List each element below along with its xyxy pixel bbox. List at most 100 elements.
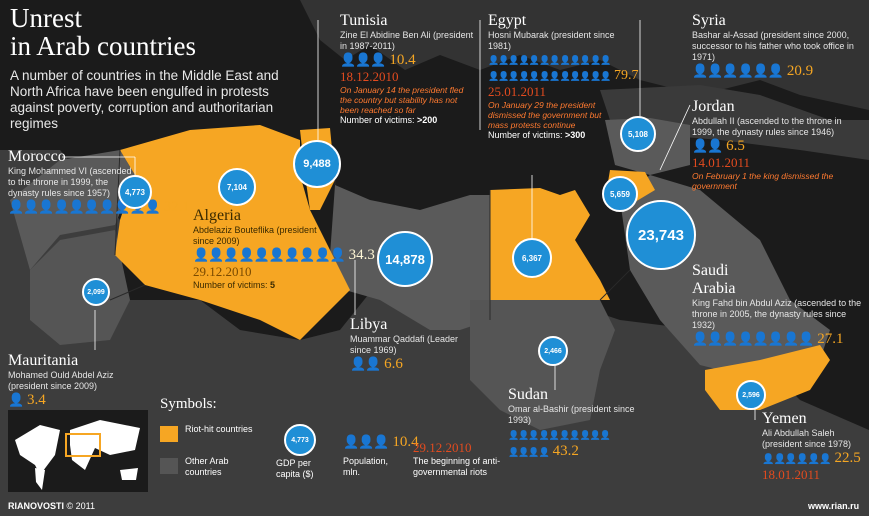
person-icon: 👤👤👤👤👤👤 <box>762 454 832 465</box>
syria-gdp-bubble: 5,108 <box>620 116 656 152</box>
egypt-victims-label: Number of victims: <box>488 130 563 140</box>
libya-leader: Muammar Qaddafi (Leader since 1969) <box>350 334 459 355</box>
mauritania-gdp-bubble: 2,099 <box>82 278 110 306</box>
europe-land <box>300 0 869 110</box>
libya-gdp-bubble: 14,878 <box>377 231 433 287</box>
tunisia-riot-date: 18.12.2010 <box>340 69 399 84</box>
egypt-info: Egypt Hosni Mubarak (president since 198… <box>488 12 638 140</box>
jordan-leader-line <box>659 104 691 171</box>
person-icon: 👤👤👤👤👤👤 <box>692 63 784 78</box>
saudi-name-line-1: Saudi <box>692 262 729 279</box>
gdp-label: GDP per capita ($) <box>276 458 314 479</box>
morocco-gdp-bubble: 4,773 <box>118 175 152 209</box>
jordan-leader: Abdullah II (ascended to the throne in 1… <box>692 116 842 137</box>
jordan-population-value: 6.5 <box>726 138 745 154</box>
egypt-note: On January 29 the president dismissed th… <box>488 100 602 130</box>
syria-population: 👤👤👤👤👤👤 20.9 <box>692 63 862 80</box>
saudi-info: Saudi Arabia King Fahd bin Abdul Aziz (a… <box>692 262 862 348</box>
person-icon: 👤👤👤👤👤👤👤👤👤👤 👤👤👤👤 <box>508 430 611 457</box>
sudan-info: Sudan Omar al-Bashir (president since 19… <box>508 386 638 460</box>
yemen-riot-date: 18.01.2011 <box>762 467 821 482</box>
mauritania-population: 👤 3.4 <box>8 392 148 409</box>
syria-population-value: 20.9 <box>786 63 814 79</box>
syria-name: Syria <box>692 12 726 29</box>
algeria-name: Algeria <box>193 207 241 224</box>
person-icon: 👤 <box>8 392 24 407</box>
borders <box>109 149 631 320</box>
jordan-population: 👤👤 6.5 <box>692 138 862 155</box>
morocco-population-value: 32.1 <box>163 199 190 215</box>
date-label: The beginning of anti-governmental riots <box>413 456 501 477</box>
person-icon: 👤👤👤👤👤👤👤👤👤👤👤👤 👤👤👤👤👤👤👤👤👤👤👤👤 <box>488 55 611 81</box>
yemen-leader: Ali Abdullah Saleh (president since 1978… <box>762 428 852 449</box>
person-icon: 👤👤 <box>692 138 723 153</box>
footer-site: www.rian.ru <box>808 501 860 511</box>
tunisia-leader: Zine El Abidine Ben Ali (president in 19… <box>340 30 474 51</box>
libya-name: Libya <box>350 316 388 333</box>
jordan-gdp-bubble: 5,659 <box>602 176 638 212</box>
tunisia-population-value: 10.4 <box>389 52 416 68</box>
person-icon: 👤👤👤 <box>340 52 387 67</box>
morocco-name: Morocco <box>8 148 66 165</box>
tunisia-victims-value: >200 <box>417 115 438 125</box>
egypt-name: Egypt <box>488 12 527 29</box>
yemen-population-value: 22.5 <box>834 450 861 466</box>
mauritania-info: Mauritania Mohamed Ould Abdel Aziz (pres… <box>8 352 148 409</box>
sudan-name: Sudan <box>508 386 548 403</box>
tunisia-info: Tunisia Zine El Abidine Ben Ali (preside… <box>340 12 480 125</box>
africa-land <box>0 150 869 516</box>
sudan-leader: Omar al-Bashir (president since 1993) <box>508 404 635 425</box>
tunisia-gdp-bubble: 9,488 <box>293 140 341 188</box>
title-line-2: in Arab countries <box>10 31 196 61</box>
jordan-name: Jordan <box>692 98 735 115</box>
morocco-region <box>10 150 135 270</box>
morocco-leader: King Mohammed VI (ascended to the throne… <box>8 166 132 198</box>
saudi-leader: King Fahd bin Abdul Aziz (ascended to th… <box>692 298 862 330</box>
sudan-population-value: 43.2 <box>552 443 579 459</box>
saudi-gdp-bubble: 23,743 <box>626 200 696 270</box>
legend-title: Symbols: <box>160 396 217 412</box>
libya-population: 👤👤 6.6 <box>350 356 480 373</box>
libya-population-value: 6.6 <box>384 356 403 372</box>
person-icon: 👤👤 <box>350 356 381 371</box>
algeria-victims-value: 5 <box>270 280 276 290</box>
mauritania-population-value: 3.4 <box>26 392 46 408</box>
yemen-details: Ali Abdullah Saleh (president since 1978… <box>762 428 866 483</box>
copyright: © 2011 <box>66 501 96 511</box>
yemen-gdp-bubble: 2,596 <box>736 380 766 410</box>
egypt-leader: Hosni Mubarak (president since 1981) <box>488 30 615 51</box>
legend-population: 👤👤👤 10.4 <box>343 434 419 451</box>
tunisia-population: 👤👤👤 10.4 <box>340 52 480 69</box>
algeria-population-value: 34.3 <box>348 247 375 263</box>
algeria-info: Algeria Abdelaziz Bouteflika (president … <box>193 207 375 290</box>
egypt-victims: Number of victims: >300 <box>488 130 638 140</box>
syria-info: Syria Bashar al-Assad (president since 2… <box>692 12 862 80</box>
libya-info: Libya Muammar Qaddafi (Leader since 1969… <box>350 316 480 373</box>
saudi-population-value: 27.1 <box>817 331 844 347</box>
tunisia-note: On January 14 the president fled the cou… <box>340 85 464 115</box>
algeria-leader: Abdelaziz Bouteflika (president since 20… <box>193 225 317 246</box>
tunisia-victims: Number of victims: >200 <box>340 115 480 125</box>
egypt-victims-value: >300 <box>565 130 586 140</box>
sudan-region <box>470 300 615 430</box>
footer-brand: RIANOVOSTI © 2011 <box>8 501 95 511</box>
algeria-victims-label: Number of victims: <box>193 280 268 290</box>
egypt-population-value: 79.7 <box>613 68 639 83</box>
person-icon: 👤👤👤 <box>343 434 390 449</box>
sudan-gdp-bubble: 2,466 <box>538 336 568 366</box>
riot-label: Riot-hit countries <box>185 424 253 434</box>
tunisia-name: Tunisia <box>340 12 388 29</box>
mauritania-region <box>30 230 130 345</box>
mauritania-name: Mauritania <box>8 352 79 369</box>
person-icon: 👤👤👤👤👤👤👤👤 <box>692 331 814 346</box>
egypt-population: 👤👤👤👤👤👤👤👤👤👤👤👤 👤👤👤👤👤👤👤👤👤👤👤👤 79.7 <box>488 52 638 84</box>
region-highlight-box <box>65 433 101 457</box>
mauritania-leader: Mohamed Ould Abdel Aziz (president since… <box>8 370 114 391</box>
saudi-name-line-2: Arabia <box>692 280 736 297</box>
jordan-riot-date: 14.01.2011 <box>692 155 751 170</box>
brand-name: RIANOVOSTI <box>8 501 65 511</box>
jordan-note: On February 1 the king dismissed the gov… <box>692 171 834 191</box>
tunisia-victims-label: Number of victims: <box>340 115 415 125</box>
